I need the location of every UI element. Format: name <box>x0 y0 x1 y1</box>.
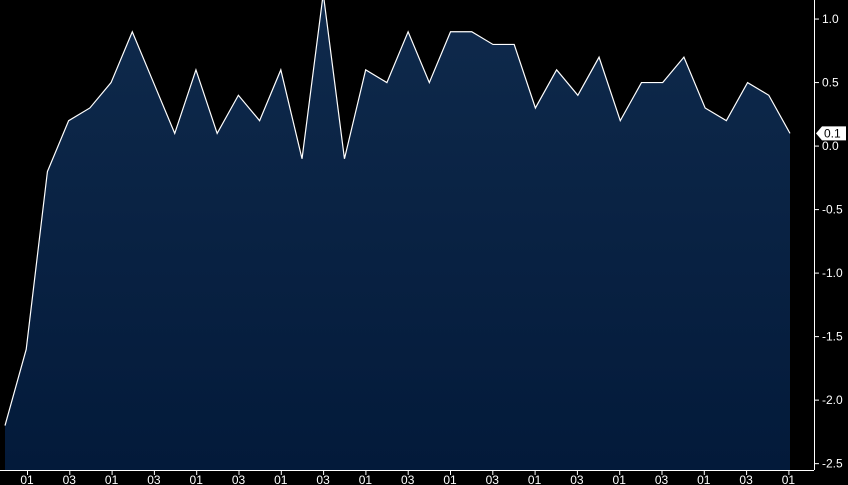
y-tick-label: -0.5 <box>822 203 843 217</box>
y-tick-label: 0.5 <box>822 76 839 90</box>
x-tick-label: 03 <box>486 473 500 485</box>
y-tick-label: 0.0 <box>822 139 839 153</box>
x-tick-label: 03 <box>63 473 77 485</box>
y-tick-label: -1.5 <box>822 330 843 344</box>
x-tick-label: 03 <box>655 473 669 485</box>
x-tick-label: 01 <box>190 473 204 485</box>
last-value-label: 0.1 <box>824 126 841 140</box>
x-tick-label: 01 <box>782 473 796 485</box>
x-tick-label: 01 <box>443 473 457 485</box>
x-tick-label: 01 <box>613 473 627 485</box>
x-tick-label: 03 <box>401 473 415 485</box>
x-tick-label: 01 <box>274 473 288 485</box>
series-line <box>4 0 791 426</box>
last-value-flag <box>816 126 846 141</box>
y-tick-label: 1.0 <box>822 12 839 26</box>
x-tick-label: 03 <box>316 473 330 485</box>
x-tick-label: 03 <box>739 473 753 485</box>
x-tick-label: 01 <box>359 473 373 485</box>
x-tick-label: 01 <box>697 473 711 485</box>
x-tick-label: 03 <box>147 473 161 485</box>
x-tick-label: 01 <box>528 473 542 485</box>
x-tick-label: 01 <box>105 473 119 485</box>
label-layer: 1.0 0.5 0.0 -0.5 -1.0 -1.5 -2.0 -2.5 01 03 01 03 01 0… <box>20 12 846 485</box>
y-tick-label: -2.0 <box>822 393 843 407</box>
y-tick-label: -2.5 <box>822 457 843 471</box>
x-tick-label: 03 <box>570 473 584 485</box>
area-fill <box>5 0 790 470</box>
axis-layer <box>0 0 819 475</box>
y-tick-label: -1.0 <box>822 266 843 280</box>
x-tick-label: 01 <box>20 473 34 485</box>
x-tick-label: 03 <box>232 473 246 485</box>
